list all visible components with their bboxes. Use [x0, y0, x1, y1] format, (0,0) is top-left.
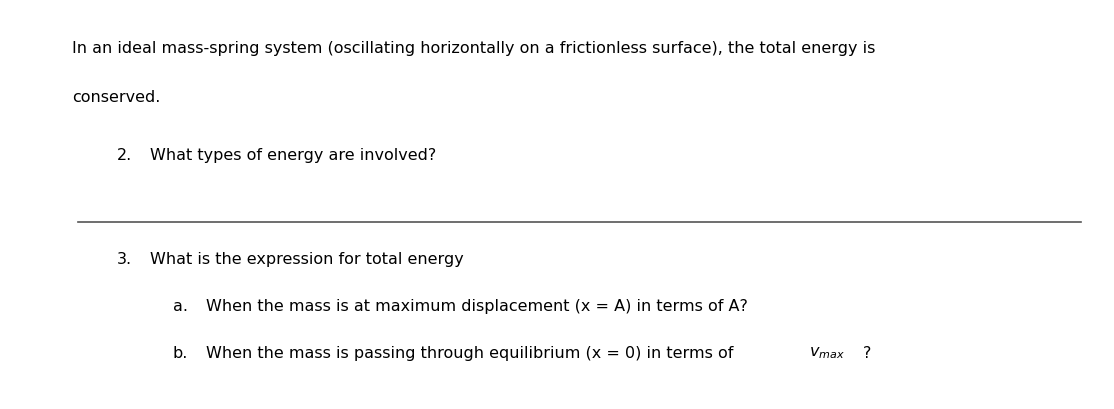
Text: When the mass is passing through equilibrium (x = 0) in terms of: When the mass is passing through equilib… [206, 346, 739, 361]
Text: What types of energy are involved?: What types of energy are involved? [150, 147, 437, 162]
Text: conserved.: conserved. [72, 90, 160, 105]
Text: b.: b. [173, 346, 188, 361]
Text: a.: a. [173, 299, 187, 314]
Text: $v_{max}$: $v_{max}$ [809, 344, 844, 360]
Text: ?: ? [863, 346, 872, 361]
Text: In an ideal mass-spring system (oscillating horizontally on a frictionless surfa: In an ideal mass-spring system (oscillat… [72, 41, 876, 56]
Text: 3.: 3. [117, 252, 133, 267]
Text: When the mass is at maximum displacement (x = A) in terms of A?: When the mass is at maximum displacement… [206, 299, 747, 314]
Text: 2.: 2. [117, 147, 133, 162]
Text: What is the expression for total energy: What is the expression for total energy [150, 252, 465, 267]
